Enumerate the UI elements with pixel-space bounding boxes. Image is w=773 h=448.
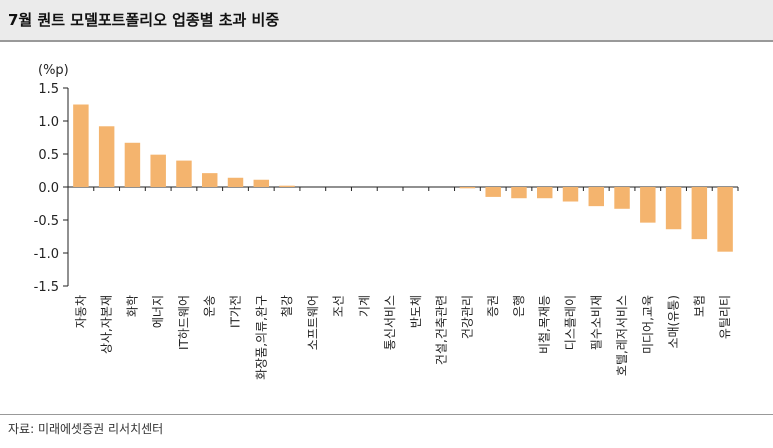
x-tick-label: 필수소비재 xyxy=(589,295,603,350)
x-tick-label: 은행 xyxy=(511,295,526,317)
bar xyxy=(150,154,166,187)
x-tick-label: 소프트웨어 xyxy=(306,295,320,350)
source-note: 자료: 미래에셋증권 리서치센터 xyxy=(8,422,164,436)
x-tick-label: 유틸리티 xyxy=(718,295,732,339)
y-tick-label: 0.0 xyxy=(38,181,59,196)
x-axis-labels: 자동차 상사,자본재 화학 에너지 IT하드웨어 운송 IT가전 화장품,의류,완구 철강 소프트… xyxy=(74,295,732,380)
y-axis-unit-label: (%p) xyxy=(38,63,69,78)
y-tick-label: -1.0 xyxy=(34,247,59,262)
x-tick-label: 상사,자본재 xyxy=(100,295,114,354)
y-tick-label: -0.5 xyxy=(34,214,59,229)
y-axis: 1.5 1.0 0.5 0.0 -0.5 -1.0 -1.5 xyxy=(34,82,739,295)
x-tick-label: 화학 xyxy=(125,295,139,317)
bar xyxy=(588,187,604,207)
x-tick-label: IT가전 xyxy=(229,295,243,328)
x-tick-label: 화장품,의류,완구 xyxy=(254,295,268,380)
x-tick-label: 건강관리 xyxy=(460,295,474,339)
x-tick-label: 디스플레이 xyxy=(564,295,578,350)
bar xyxy=(176,160,192,187)
bar xyxy=(227,177,244,187)
bar xyxy=(614,187,630,209)
bar xyxy=(73,104,89,187)
footer-divider xyxy=(0,414,773,415)
bar xyxy=(665,187,682,230)
x-tick-label: 증권 xyxy=(486,295,500,317)
bar xyxy=(562,187,579,202)
x-tick-label: 소매(유통) xyxy=(667,295,681,349)
x-tick-label: 자동차 xyxy=(74,295,88,328)
x-tick-label: 조선 xyxy=(332,295,346,317)
x-tick-label: 건설,건축관련 xyxy=(435,295,449,365)
bar xyxy=(717,187,733,252)
bar xyxy=(98,126,115,187)
x-tick-label: IT하드웨어 xyxy=(177,295,191,350)
title-bar: 7월 퀀트 모델포트폴리오 업종별 초과 비중 xyxy=(0,0,773,42)
bar xyxy=(640,187,656,223)
y-tick-label: 1.0 xyxy=(38,115,59,130)
bar xyxy=(459,187,476,189)
x-tick-label: 철강 xyxy=(280,295,294,317)
bar xyxy=(124,142,141,187)
chart-title: 7월 퀀트 모델포트폴리오 업종별 초과 비중 xyxy=(8,11,280,29)
bar xyxy=(485,187,501,197)
bar xyxy=(691,187,708,240)
x-tick-label: 미디어,교육 xyxy=(641,295,655,354)
x-tick-label: 기계 xyxy=(357,295,371,317)
y-tick-label: 1.5 xyxy=(38,82,59,97)
bar xyxy=(537,187,553,199)
x-tick-label: 호텔,레저서비스 xyxy=(615,295,629,376)
bar xyxy=(511,187,527,199)
x-tick-label: 반도체 xyxy=(409,295,423,328)
x-tick-label: 비철,목재등 xyxy=(538,295,552,354)
y-tick-label: 0.5 xyxy=(38,148,59,163)
bar xyxy=(202,173,218,187)
x-tick-label: 운송 xyxy=(203,295,217,317)
y-tick-label: -1.5 xyxy=(34,280,59,295)
x-tick-label: 에너지 xyxy=(151,295,165,328)
bar xyxy=(279,185,295,187)
bar-chart: (%p) 1.5 1.0 0.5 0.0 -0.5 -1.0 -1.5 자동차 상사,자본재 화… xyxy=(34,63,739,380)
x-tick-label: 통신서비스 xyxy=(383,295,397,350)
bar xyxy=(253,179,269,187)
x-tick-label: 보험 xyxy=(692,295,706,317)
bars xyxy=(73,104,733,252)
